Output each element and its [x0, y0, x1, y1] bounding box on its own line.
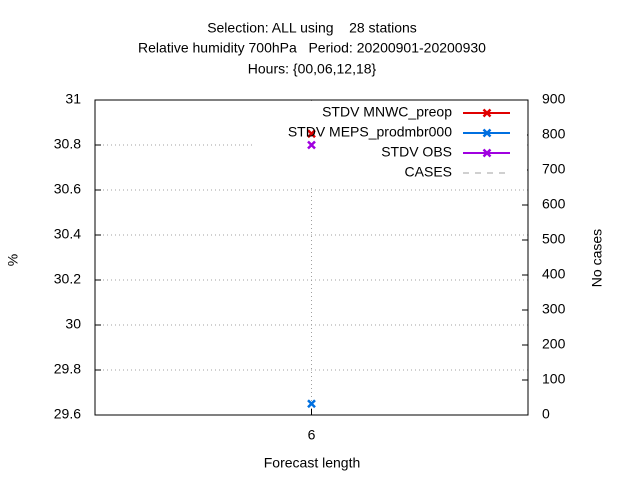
y-tick-label: 30.2 — [54, 271, 81, 287]
point — [482, 128, 492, 138]
chart-subtitle: Relative humidity 700hPa Period: 2020090… — [138, 40, 486, 56]
y-tick-label: 30.8 — [54, 136, 81, 152]
x-tick-label: 6 — [308, 427, 316, 443]
y-axis-label: % — [5, 254, 21, 266]
x-axis-label: Forecast length — [264, 455, 361, 471]
y2-tick-label: 500 — [542, 231, 566, 247]
y2-tick-label: 700 — [542, 161, 566, 177]
y2-tick-label: 900 — [542, 91, 566, 107]
point — [307, 399, 316, 409]
legend-label: STDV OBS — [381, 144, 452, 160]
y2-tick-label: 100 — [542, 371, 566, 387]
legend-label: CASES — [405, 164, 452, 180]
y-tick-label: 31 — [65, 91, 81, 107]
y2-tick-label: 600 — [542, 196, 566, 212]
y-tick-label: 29.6 — [54, 406, 81, 422]
chart-title: Selection: ALL using 28 stations — [207, 20, 417, 36]
y-tick-label: 30 — [65, 316, 81, 332]
y2-tick-label: 800 — [542, 126, 566, 142]
point — [482, 108, 492, 118]
legend-background — [255, 103, 527, 185]
y2-axis-label: No cases — [589, 229, 605, 287]
y-tick-label: 30.6 — [54, 181, 81, 197]
plot-border — [94, 99, 529, 416]
legend-label: STDV MNWC_preop — [322, 104, 452, 120]
y-tick-label: 30.4 — [54, 226, 81, 242]
y2-tick-label: 0 — [542, 406, 550, 422]
y2-tick-label: 300 — [542, 301, 566, 317]
point — [307, 129, 316, 139]
legend-label: STDV MEPS_prodmbr000 — [288, 124, 452, 140]
y2-tick-label: 400 — [542, 266, 566, 282]
chart-subtitle: Hours: {00,06,12,18} — [248, 61, 377, 77]
point — [482, 148, 492, 158]
y-tick-label: 29.8 — [54, 361, 81, 377]
y2-tick-label: 200 — [542, 336, 566, 352]
point — [307, 140, 316, 150]
